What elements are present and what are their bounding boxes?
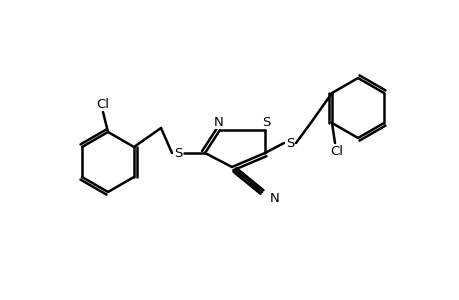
Text: S: S [261, 116, 269, 128]
Text: Cl: Cl [96, 98, 109, 110]
Text: S: S [285, 136, 294, 149]
Text: S: S [174, 146, 182, 160]
Text: N: N [213, 116, 224, 128]
Text: Cl: Cl [330, 145, 343, 158]
Text: N: N [269, 191, 279, 205]
